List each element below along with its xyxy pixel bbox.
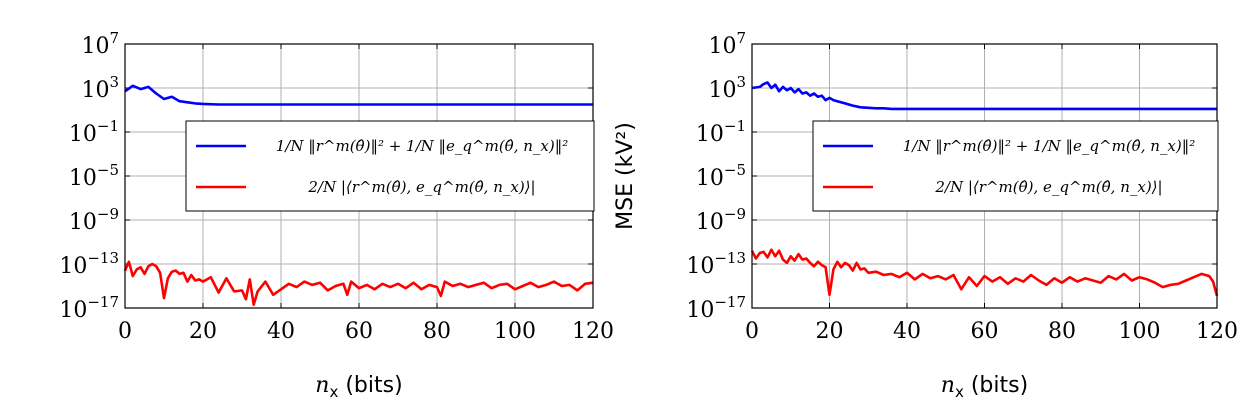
x-tick-label: 120 <box>572 319 614 344</box>
x-axis-label: nx (bits) <box>315 373 402 401</box>
y-tick-label: 10−1 <box>696 117 746 147</box>
y-tick-label: 10−9 <box>696 205 746 235</box>
x-tick-label: 80 <box>423 319 451 344</box>
y-tick-label: 103 <box>708 73 746 103</box>
y-tick-label: 107 <box>81 29 119 59</box>
legend-entry: 1/N ‖r^m(θ̂)‖² + 1/N ‖e_q^m(θ̂, n_x)‖² <box>276 137 568 155</box>
y-tick-label: 10−13 <box>686 249 746 279</box>
legend-entry: 2/N |⟨r^m(θ̂), e_q^m(θ̂, n_x)⟩| <box>934 178 1162 196</box>
right-panel: 0 20 40 60 80 100 120 107 103 10−1 10−5 10−9 10−13 10… <box>613 29 1238 401</box>
y-tick-label: 10−1 <box>69 117 119 147</box>
x-tick-label: 0 <box>118 319 132 344</box>
x-tick-label: 100 <box>494 319 536 344</box>
x-axis-label: nx (bits) <box>941 373 1028 401</box>
x-tick-label: 20 <box>189 319 217 344</box>
y-tick-label: 10−17 <box>59 293 119 323</box>
x-tick-label: 120 <box>1196 319 1238 344</box>
y-tick-label: 10−5 <box>69 161 119 191</box>
y-tick-label: 10−17 <box>686 293 746 323</box>
y-tick-label: 10−9 <box>69 205 119 235</box>
legend-entry: 2/N |⟨r^m(θ̂), e_q^m(θ̂, n_x)⟩| <box>307 178 535 196</box>
left-panel: 0 20 40 60 80 100 120 107 103 10−1 10−5 10−9 10−13 10… <box>59 29 614 401</box>
legend-box <box>812 120 1219 212</box>
x-tick-label: 60 <box>971 319 999 344</box>
series-line-blue <box>124 84 593 106</box>
x-tick-label: 0 <box>745 319 759 344</box>
legend: 1/N ‖r^m(θ̂)‖² + 1/N ‖e_q^m(θ̂, n_x)‖² 2/… <box>812 120 1219 212</box>
y-tick-label: 10−5 <box>696 161 746 191</box>
y-tick-label: 107 <box>708 29 746 59</box>
y-tick-label: 10−13 <box>59 249 119 279</box>
series-line-red <box>123 260 594 307</box>
x-tick-label: 20 <box>816 319 844 344</box>
x-tick-label: 40 <box>267 319 295 344</box>
legend-entry: 1/N ‖r^m(θ̂)‖² + 1/N ‖e_q^m(θ̂, n_x)‖² <box>903 137 1195 155</box>
y-tick-label: 103 <box>81 73 119 103</box>
legend-box <box>185 120 595 212</box>
x-tick-label: 60 <box>345 319 373 344</box>
series-line-red <box>750 248 1219 297</box>
x-tick-label: 40 <box>893 319 921 344</box>
x-tick-label: 100 <box>1119 319 1161 344</box>
x-tick-label: 80 <box>1048 319 1076 344</box>
legend: 1/N ‖r^m(θ̂)‖² + 1/N ‖e_q^m(θ̂, n_x)‖² 2/… <box>185 120 595 212</box>
y-axis-label: MSE (kV²) <box>613 122 638 230</box>
series-line-blue <box>751 81 1217 111</box>
